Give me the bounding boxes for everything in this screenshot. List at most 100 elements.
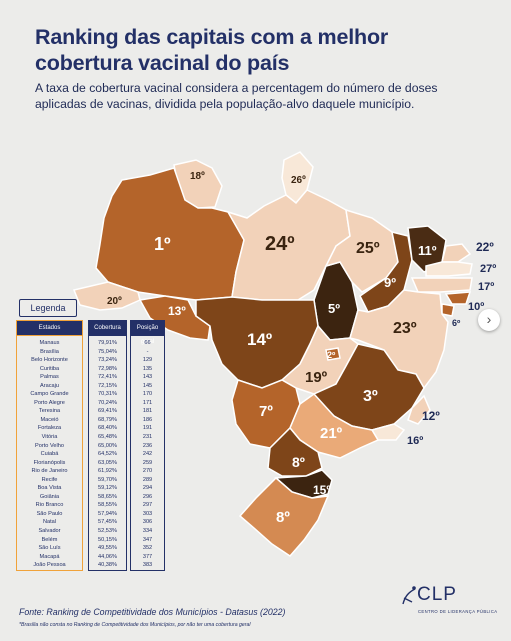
rank-label-distrito-federal: 2º [327, 350, 336, 360]
legend-coverage-cell: 58,55% [98, 502, 117, 509]
legend-city-cell: Belém [41, 536, 58, 543]
rank-label-pernambuco: 17º [478, 281, 494, 293]
state-paraiba [425, 261, 473, 277]
legend-coverage-cell: 70,31% [98, 391, 117, 398]
state-parana [267, 426, 323, 477]
legend-position-cell: 294 [142, 485, 153, 492]
legend-city-cell: Teresina [38, 408, 61, 415]
legend-coverage-cell: 68,40% [98, 425, 117, 432]
legend-coverage-cell: 58,65% [98, 493, 117, 500]
state-maranhao [324, 208, 399, 293]
legend-position-cell: 181 [142, 408, 153, 415]
rank-label-rio-grande-do-sul: 8º [276, 509, 290, 526]
clp-logo-icon [402, 586, 416, 605]
legend-coverage-cell: 64,52% [98, 451, 117, 458]
legend-position-cell: - [146, 348, 149, 355]
legend-city-cell: Vitória [41, 434, 58, 441]
rank-label-santa-catarina: 15º [313, 483, 331, 497]
rank-label-alagoas: 10º [468, 301, 484, 313]
rank-label-para: 24º [265, 233, 295, 255]
rank-label-paraiba: 27º [480, 263, 496, 275]
legend-position-cell: 143 [142, 374, 153, 381]
legend-city-cell: Fortaleza [37, 425, 62, 432]
legend-position-cell: 242 [142, 451, 153, 458]
legend-city-cell: Belo Horizonte [31, 357, 68, 364]
subtitle-line-1: A taxa de cobertura vacinal considera a … [35, 81, 438, 95]
legend-city-cell: São Luís [38, 545, 61, 552]
legend-position-cell: 186 [142, 416, 153, 423]
rank-label-rondonia: 13º [168, 304, 186, 318]
legend-city-cell: Recife [41, 476, 58, 483]
title-line-1: Ranking das capitais com a melhor [35, 25, 389, 49]
page-title: Ranking das capitais com a melhor cobert… [35, 24, 495, 76]
next-slide-button[interactable]: › [478, 309, 500, 331]
legend-coverage-cell: 59,12% [98, 485, 117, 492]
legend-position-cell: 383 [142, 562, 153, 569]
page-subtitle: A taxa de cobertura vacinal considera a … [35, 80, 505, 112]
legend-coverage-cell: 70,24% [98, 399, 117, 406]
legend-city-cell: Cuiabá [40, 451, 59, 458]
clp-logo: CLP CENTRO DE LIDERANÇA PÚBLICA [400, 582, 497, 622]
legend-coverage-cell: 65,00% [98, 442, 117, 449]
legend-position-cell: 236 [142, 442, 153, 449]
legend-coverage-cell: 61,92% [98, 468, 117, 475]
legend-city-cell: Natal [42, 519, 57, 526]
source-note: Fonte: Ranking de Competitividade dos Mu… [19, 607, 286, 617]
legend-coverage-cell: 52,53% [98, 528, 117, 535]
legend-position-cell: 171 [142, 399, 153, 406]
legend-coverage-cell: 72,41% [98, 374, 117, 381]
legend-coverage-cell: 73,24% [98, 357, 117, 364]
rank-label-goias: 19º [305, 369, 328, 386]
rank-label-mato-grosso: 14º [247, 330, 272, 349]
state-rio-grande-do-norte [441, 243, 472, 263]
legend-header-position: Posição geral [131, 321, 164, 345]
legend-position-cell: 135 [142, 365, 153, 372]
state-rio-grande-do-sul [238, 476, 330, 557]
legend-city-cell: João Pessoa [33, 562, 66, 569]
legend-position-cell: 289 [142, 476, 153, 483]
legend-city-cell: São Paulo [36, 510, 63, 517]
legend-coverage-cell: 57,45% [98, 519, 117, 526]
legend-coverage-cell: 65,48% [98, 434, 117, 441]
legend-city-cell: Porto Velho [35, 442, 64, 449]
legend-position-cell: 129 [142, 357, 153, 364]
legend-position-cell: 191 [142, 425, 153, 432]
legend-city-cell: Rio Branco [35, 502, 64, 509]
state-alagoas [444, 291, 472, 305]
legend-coverage-cell: 75,04% [98, 348, 117, 355]
legend-position-list: 66-129 135 143 145 170 171 181 186 191 231 236 242 2… [131, 336, 164, 570]
legend-city-cell: Brasília [40, 348, 59, 355]
footnote: *Brasília não consta no Ranking de Compe… [19, 622, 251, 628]
legend-position-cell: 334 [142, 528, 153, 535]
state-amazonas [95, 167, 248, 301]
rank-label-acre: 20º [107, 296, 122, 307]
legend-city-cell: Manaus [39, 340, 60, 346]
legend-city-cell: Maceió [40, 416, 59, 423]
legend-position-cell: 297 [142, 502, 153, 509]
map-rank-labels: 1º 24º 26º 18º 25º 11º 22º 27º 17º 10º 6… [107, 171, 496, 526]
legend-position-cell: 66 [144, 340, 151, 346]
legend-city-cell: Boa Vista [37, 485, 62, 492]
legend-coverage-cell: 59,70% [98, 476, 117, 483]
legend-position-cell: 270 [142, 468, 153, 475]
legend-city-cell: Palmas [40, 374, 59, 381]
legend-coverage-cell: 69,41% [98, 408, 117, 415]
rank-label-rio-grande-do-norte: 22º [476, 240, 494, 254]
legend-position-cell: 259 [142, 459, 153, 466]
legend-coverage-cell: 72,15% [98, 382, 117, 389]
legend-table-coverage: Cobertura 79,91% 75,04% 73,24% 72,98% 72,41%… [88, 320, 127, 571]
rank-label-rio-de-janeiro: 16º [407, 435, 423, 447]
legend-position-cell: 145 [142, 382, 153, 389]
state-espirito-santo [407, 394, 431, 425]
legend-table-states: Estados Manaus Brasília Belo Horizonte Curi… [16, 320, 83, 571]
legend-city-cell: Macapá [39, 553, 60, 560]
rank-label-minas-gerais: 3º [363, 388, 378, 405]
legend-city-cell: Curitiba [39, 365, 60, 372]
legend-position-cell: 347 [142, 536, 153, 543]
legend-coverage-cell: 72,98% [98, 365, 117, 372]
rank-label-sergipe: 6º [452, 318, 461, 328]
legend-city-cell: Goiânia [39, 493, 60, 500]
legend-coverage-cell: 50,15% [98, 536, 117, 543]
legend-coverage-cell: 40,38% [98, 562, 117, 569]
